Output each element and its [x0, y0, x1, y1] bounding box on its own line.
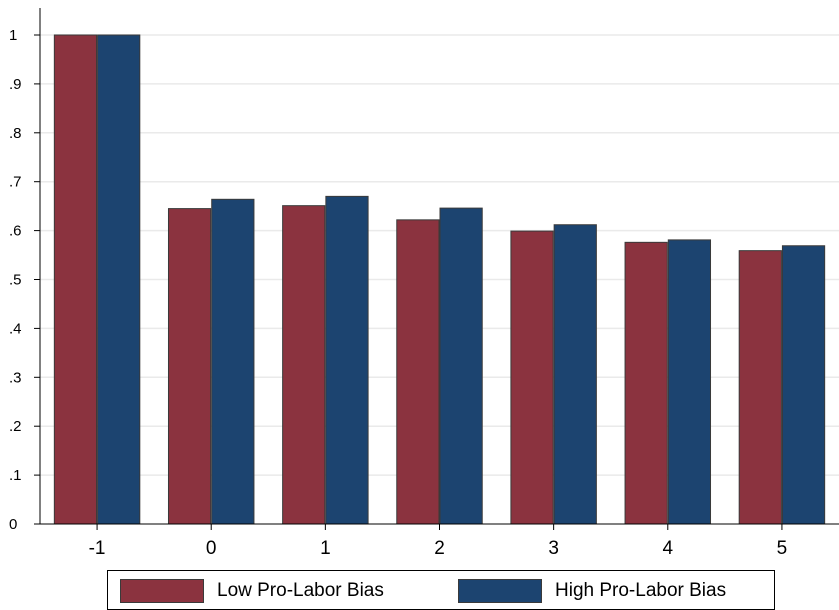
- bar-low: [624, 241, 668, 525]
- y-tick-label: .2: [9, 418, 22, 435]
- bar-high: [97, 34, 141, 525]
- legend-label-high: High Pro-Labor Bias: [555, 580, 727, 601]
- y-tick-label: .4: [9, 320, 22, 337]
- bar-chart: 0 .1 .2 .3 .4 .5 .6 .7 .8 .9 1 -1 0 1 2 3 4 5: [9, 8, 839, 559]
- x-tick-label: 2: [434, 538, 445, 559]
- y-tick-label: 0: [9, 516, 17, 533]
- legend-swatch-low: [120, 579, 204, 603]
- bar-high: [781, 245, 826, 525]
- bar-low: [282, 205, 326, 525]
- bar-high: [439, 207, 483, 525]
- bar-low: [167, 208, 212, 525]
- y-tick-label: .5: [9, 272, 22, 289]
- x-tick-label: 1: [320, 538, 331, 559]
- x-tick-label: 3: [548, 538, 559, 559]
- bar-high: [667, 239, 712, 525]
- bar-low: [396, 219, 440, 525]
- legend: Low Pro-Labor Bias High Pro-Labor Bias: [107, 570, 775, 610]
- bars: [53, 34, 826, 525]
- legend-item-high: High Pro-Labor Bias: [458, 579, 726, 603]
- y-tick-label: .8: [9, 125, 22, 142]
- legend-item-low: Low Pro-Labor Bias: [120, 579, 384, 603]
- y-tick-label: 1: [9, 27, 17, 44]
- bar-low: [53, 34, 98, 525]
- bar-high: [211, 198, 255, 525]
- bar-low: [738, 250, 782, 525]
- bar-low: [510, 230, 554, 525]
- x-tick-label: -1: [89, 538, 106, 559]
- y-tick-label: .3: [9, 369, 22, 386]
- x-tick-label: 0: [206, 538, 217, 559]
- x-tick-label: 4: [662, 538, 673, 559]
- legend-label-low: Low Pro-Labor Bias: [217, 580, 384, 601]
- y-tick-label: .9: [9, 76, 22, 93]
- axes: 0 .1 .2 .3 .4 .5 .6 .7 .8 .9 1 -1 0 1 2 3 4 5: [9, 8, 839, 559]
- x-tick-label: 5: [777, 538, 788, 559]
- bar-high: [325, 195, 369, 525]
- y-tick-label: .6: [9, 223, 22, 240]
- y-tick-label: .7: [9, 174, 22, 191]
- y-tick-label: .1: [9, 467, 22, 484]
- legend-swatch-high: [458, 579, 542, 603]
- bar-high: [553, 224, 597, 525]
